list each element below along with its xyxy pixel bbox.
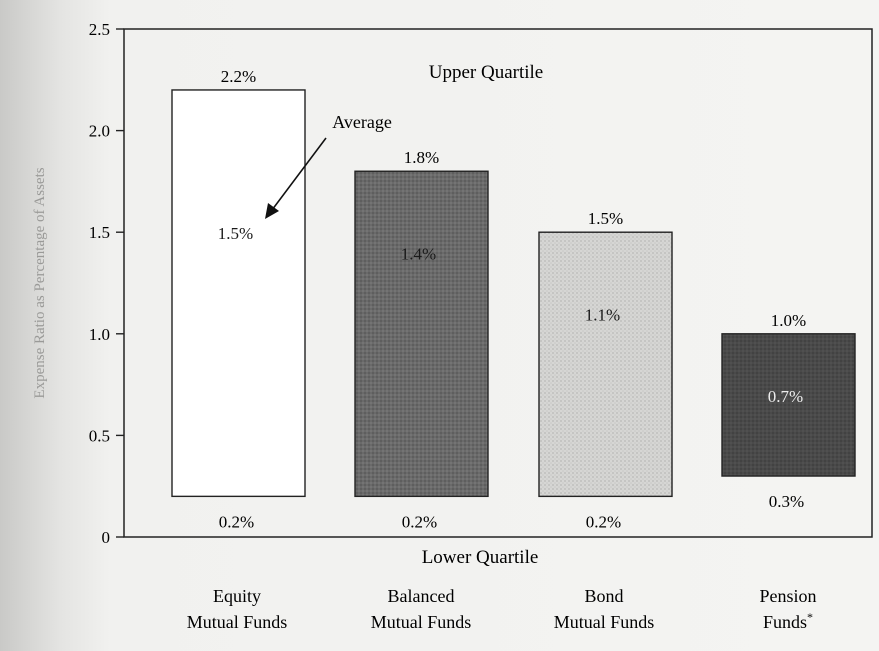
bar-4	[721, 333, 856, 477]
average-arrow-head	[265, 203, 279, 219]
category-label-line2: Mutual Funds	[187, 612, 288, 632]
category-label-line1: Balanced	[388, 586, 455, 606]
lower-quartile-value: 0.3%	[769, 492, 804, 511]
y-tick-label: 1.5	[89, 223, 110, 242]
upper-quartile-value: 1.0%	[771, 311, 806, 330]
upper-quartile-annotation: Upper Quartile	[429, 62, 543, 83]
category-label-line1: Bond	[584, 586, 623, 606]
upper-quartile-value: 2.2%	[221, 67, 256, 86]
average-callout-label: Average	[332, 112, 392, 132]
bar-1	[171, 89, 306, 498]
lower-quartile-value: 0.2%	[402, 512, 437, 531]
lower-quartile-annotation: Lower Quartile	[422, 547, 539, 568]
average-value: 1.1%	[585, 305, 620, 324]
average-value: 1.5%	[218, 224, 253, 243]
upper-quartile-value: 1.5%	[588, 209, 623, 228]
category-label-line2: Mutual Funds	[554, 612, 655, 632]
category-labels: Equity Mutual Funds Balanced Mutual Funds Bo…	[187, 586, 817, 632]
y-tick-label: 0.5	[89, 426, 110, 445]
average-value: 0.7%	[768, 387, 803, 406]
category-label-line1: Equity	[213, 586, 261, 606]
plot-frame	[123, 28, 873, 538]
lower-quartile-value: 0.2%	[219, 512, 254, 531]
y-tick-label: 1.0	[89, 325, 110, 344]
y-tick-label: 0	[102, 528, 111, 547]
bar-2	[354, 170, 489, 498]
category-label-line2: Mutual Funds	[371, 612, 472, 632]
lower-quartile-value: 0.2%	[586, 512, 621, 531]
y-axis-ticks: 0 0.5 1.0 1.5 2.0 2.5	[89, 20, 124, 547]
value-labels: 2.2% 1.5% 0.2% 1.8% 1.4% 0.2% 1.5% 1.1% 0.2% 1.0%…	[218, 67, 806, 531]
bar-3	[538, 231, 673, 498]
bars	[171, 89, 856, 498]
y-tick-label: 2.5	[89, 20, 110, 39]
category-label-line2: Funds*	[763, 610, 813, 632]
footnote-marker: *	[807, 610, 813, 624]
average-value: 1.4%	[401, 245, 436, 264]
upper-quartile-value: 1.8%	[404, 148, 439, 167]
y-tick-label: 2.0	[89, 122, 110, 141]
average-arrow-line	[271, 137, 327, 211]
y-axis-label: Expense Ratio as Percentage of Assets	[32, 167, 48, 398]
category-label-line1: Pension	[759, 586, 816, 606]
